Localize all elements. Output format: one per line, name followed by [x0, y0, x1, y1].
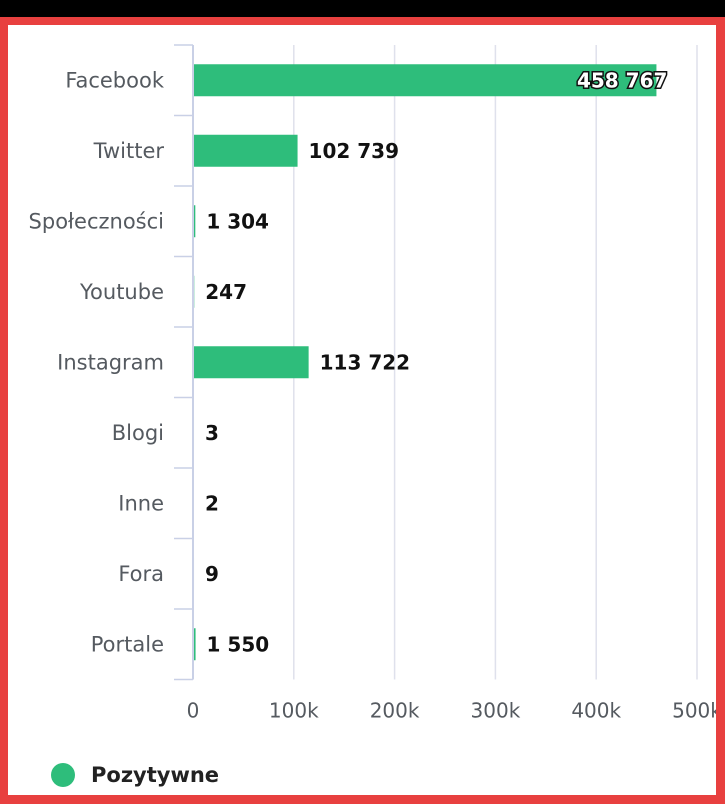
- x-tick-label: 200k: [370, 699, 420, 723]
- data-label: 9: [205, 562, 219, 586]
- bar: [194, 205, 196, 238]
- data-label: 458 767: [577, 68, 667, 92]
- category-label: Portale: [91, 632, 164, 656]
- category-label: Społeczności: [29, 209, 164, 233]
- category-label: Inne: [118, 491, 164, 515]
- bar: [194, 64, 657, 97]
- x-tick-label: 400k: [571, 699, 621, 723]
- category-label: Instagram: [57, 350, 164, 374]
- bar: [194, 134, 298, 167]
- data-label: 113 722: [320, 350, 410, 374]
- legend-marker: [51, 763, 75, 787]
- category-label: Fora: [118, 562, 164, 586]
- chart-panel: 0 100k 200k 300k 400k 500k Facebook 458 767 Twit…: [8, 25, 716, 795]
- data-label: 1 304: [206, 209, 269, 233]
- legend-label: Pozytywne: [91, 763, 220, 787]
- chart-frame: 0 100k 200k 300k 400k 500k Facebook 458 767 Twit…: [0, 17, 725, 804]
- bar: [194, 346, 309, 379]
- x-tick-label: 300k: [471, 699, 521, 723]
- category-label: Youtube: [79, 280, 164, 304]
- legend[interactable]: Pozytywne: [51, 763, 219, 787]
- x-tick-label: 100k: [269, 699, 319, 723]
- x-tick-label: 500k: [672, 699, 716, 723]
- data-label: 2: [205, 491, 219, 515]
- data-label: 1 550: [207, 632, 270, 656]
- category-label: Facebook: [65, 68, 165, 92]
- data-label: 3: [205, 421, 219, 445]
- bar-chart: 0 100k 200k 300k 400k 500k Facebook 458 767 Twit…: [29, 44, 716, 723]
- data-label: 247: [205, 280, 247, 304]
- x-tick-label: 0: [187, 699, 200, 723]
- category-label: Blogi: [112, 421, 164, 445]
- bar: [194, 628, 196, 661]
- category-label: Twitter: [93, 139, 165, 163]
- data-label: 102 739: [309, 139, 399, 163]
